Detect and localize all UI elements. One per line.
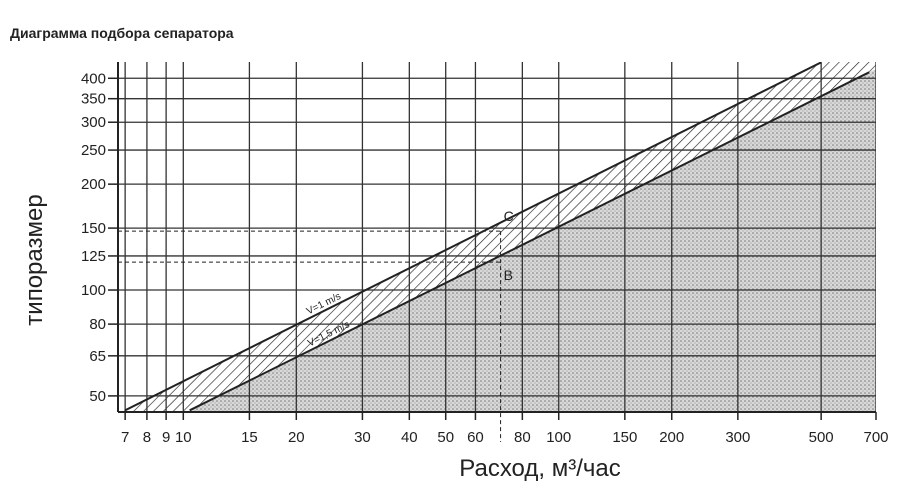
x-tick-label: 20 (288, 429, 305, 446)
x-tick-label: 700 (863, 429, 888, 446)
x-tick-label: 10 (175, 429, 192, 446)
y-tick-label: 65 (89, 348, 106, 365)
y-tick-label: 150 (81, 220, 106, 237)
chart-title: Диаграмма подбора сепаратора (10, 25, 234, 41)
y-tick-label: 400 (81, 70, 106, 87)
y-tick-label: 350 (81, 91, 106, 108)
y-axis-label: типоразмер (21, 194, 48, 325)
y-tick-label: 200 (81, 176, 106, 193)
x-tick-label: 15 (241, 429, 258, 446)
x-tick-label: 80 (514, 429, 531, 446)
x-tick-label: 8 (143, 429, 151, 446)
y-tick-label: 250 (81, 142, 106, 159)
x-tick-label: 200 (659, 429, 684, 446)
x-tick-label: 9 (162, 429, 170, 446)
x-tick-label: 50 (437, 429, 454, 446)
y-tick-label: 50 (89, 388, 106, 405)
x-tick-label: 100 (546, 429, 571, 446)
x-tick-label: 300 (725, 429, 750, 446)
plot-area (118, 62, 876, 412)
y-tick-label: 100 (81, 282, 106, 299)
y-tick-label: 300 (81, 114, 106, 131)
x-tick-label: 150 (612, 429, 637, 446)
annotation-label: C (504, 208, 514, 224)
x-tick-label: 30 (354, 429, 371, 446)
y-tick-label: 125 (81, 248, 106, 265)
y-tick-label: 80 (89, 316, 106, 333)
x-tick-label: 40 (401, 429, 418, 446)
x-tick-label: 60 (467, 429, 484, 446)
series-line (124, 62, 822, 412)
x-tick-label: 500 (809, 429, 834, 446)
x-tick-label: 7 (121, 429, 129, 446)
series-line (189, 71, 870, 412)
x-axis-label: Расход, м³/час (459, 455, 620, 482)
annotation-label: B (504, 267, 513, 283)
